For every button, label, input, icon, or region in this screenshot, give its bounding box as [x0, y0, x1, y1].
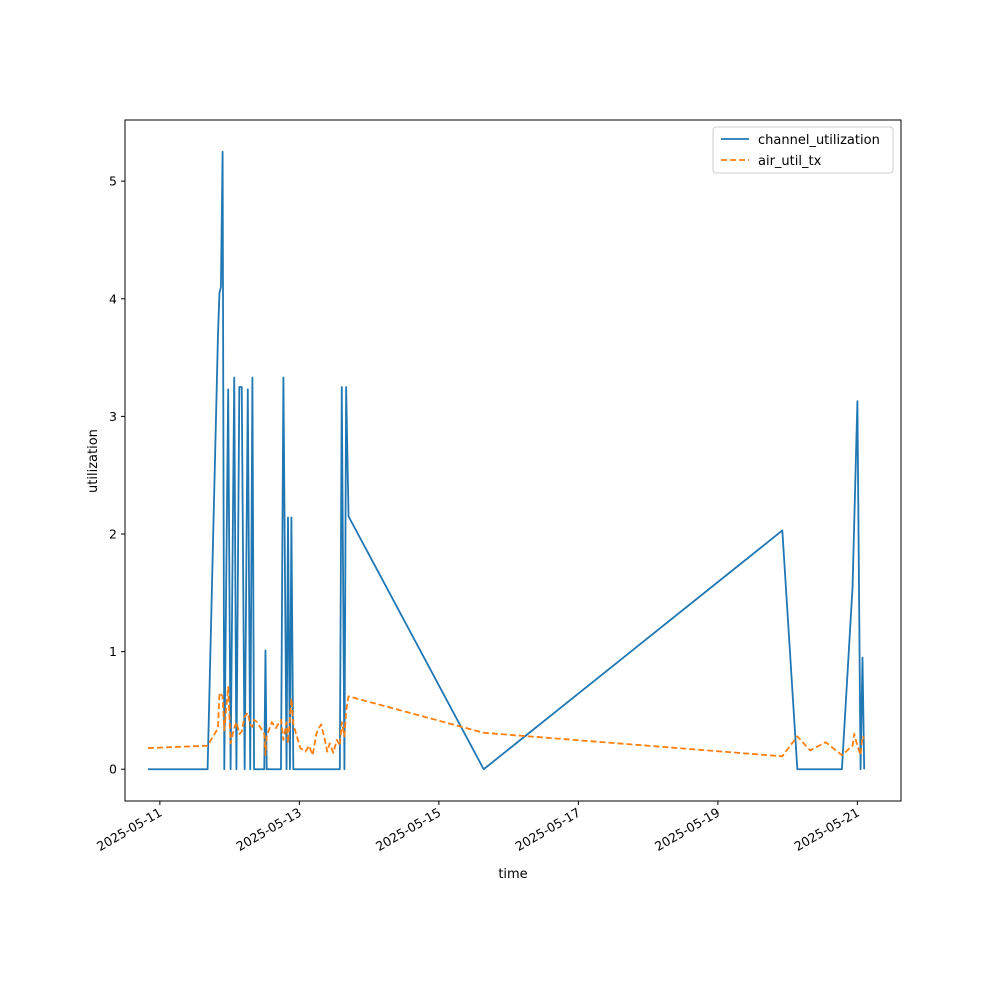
- legend: channel_utilization air_util_tx: [712, 126, 894, 174]
- legend-label-air-util-tx: air_util_tx: [758, 154, 822, 169]
- y-axis-ticks: 0 1 2 3 4 5: [109, 174, 125, 777]
- y-tick-label: 4: [109, 291, 117, 306]
- series-layer: [147, 150, 866, 771]
- y-tick-label: 3: [109, 409, 117, 424]
- y-axis-label: utilization: [86, 429, 101, 493]
- y-tick-label: 2: [109, 527, 117, 542]
- legend-label-channel-utilization: channel_utilization: [758, 133, 880, 148]
- legend-box: [712, 126, 894, 174]
- x-axis-label: time: [498, 867, 527, 882]
- y-tick-label: 5: [109, 174, 117, 189]
- series-line-channel-utilization: [148, 150, 866, 771]
- y-tick-label: 1: [109, 644, 117, 659]
- plot-frame: [124, 119, 902, 802]
- y-tick-label: 0: [109, 762, 117, 777]
- series-line-air-util-tx: [147, 686, 865, 758]
